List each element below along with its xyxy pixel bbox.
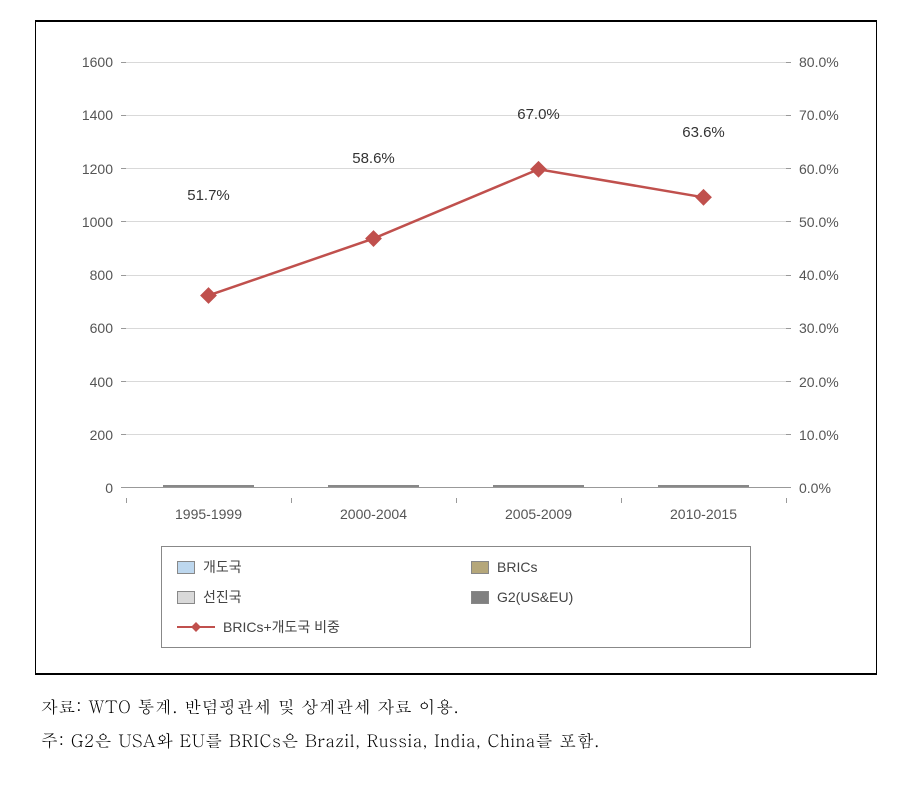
y-axis-left: 02004006008001000120014001600 bbox=[66, 62, 121, 488]
bar-segment bbox=[493, 485, 584, 487]
y-right-label: 60.0% bbox=[799, 161, 839, 177]
y-left-label: 800 bbox=[90, 267, 113, 283]
legend-swatch bbox=[177, 561, 195, 574]
y-axis-right: 0.0%10.0%20.0%30.0%40.0%50.0%60.0%70.0%8… bbox=[791, 62, 846, 488]
y-right-label: 80.0% bbox=[799, 54, 839, 70]
line-data-label: 67.0% bbox=[517, 106, 560, 123]
x-axis-label: 1995-1999 bbox=[175, 506, 242, 522]
y-left-label: 1600 bbox=[82, 54, 113, 70]
bar-segment bbox=[658, 485, 749, 487]
y-right-label: 30.0% bbox=[799, 320, 839, 336]
y-left-label: 200 bbox=[90, 427, 113, 443]
y-right-label: 0.0% bbox=[799, 480, 831, 496]
legend-item: 개도국 bbox=[177, 557, 441, 577]
y-left-label: 0 bbox=[105, 480, 113, 496]
legend-swatch bbox=[471, 591, 489, 604]
x-axis-label: 2005-2009 bbox=[505, 506, 572, 522]
y-left-label: 1400 bbox=[82, 107, 113, 123]
line-data-label: 63.6% bbox=[682, 124, 725, 141]
legend: 개도국 BRICs 선진국 G2(US&EU) BRICs+개도국 비중 bbox=[161, 546, 751, 648]
legend-item: BRICs bbox=[471, 557, 735, 577]
legend-label: 개도국 bbox=[203, 557, 242, 577]
y-right-label: 20.0% bbox=[799, 374, 839, 390]
line-data-label: 51.7% bbox=[187, 187, 230, 204]
y-left-label: 400 bbox=[90, 374, 113, 390]
chart-area: 0 200 400 600 800 1000 1200 1400 1600 0.0% 10.0% 2… bbox=[66, 52, 846, 658]
x-axis-label: 2010-2015 bbox=[670, 506, 737, 522]
y-right-label: 70.0% bbox=[799, 107, 839, 123]
y-right-label: 10.0% bbox=[799, 427, 839, 443]
footnote-source: 자료: WTO 통계. 반덤핑관세 및 상계관세 자료 이용. bbox=[41, 689, 871, 723]
x-axis-label: 2000-2004 bbox=[340, 506, 407, 522]
legend-line-icon bbox=[177, 626, 215, 628]
x-axis: 1995-1999 2000-2004 2005-2009 2010-2015 bbox=[126, 498, 786, 528]
plot-region: 51.7% 58.6% 67.0% 63.6% bbox=[126, 62, 786, 488]
y-right-label: 40.0% bbox=[799, 267, 839, 283]
y-left-label: 1200 bbox=[82, 161, 113, 177]
legend-swatch bbox=[471, 561, 489, 574]
legend-label: 선진국 bbox=[203, 587, 242, 607]
legend-label: BRICs+개도국 비중 bbox=[223, 617, 340, 637]
footnote-note: 주: G2은 USA와 EU를 BRICs은 Brazil, Russia, I… bbox=[41, 723, 871, 757]
legend-item: G2(US&EU) bbox=[471, 587, 735, 607]
footnotes: 자료: WTO 통계. 반덤핑관세 및 상계관세 자료 이용. 주: G2은 U… bbox=[35, 689, 877, 757]
legend-label: BRICs bbox=[497, 559, 537, 575]
y-left-label: 600 bbox=[90, 320, 113, 336]
chart-frame: 0 200 400 600 800 1000 1200 1400 1600 0.0% 10.0% 2… bbox=[35, 20, 877, 675]
bar-segment bbox=[328, 485, 419, 487]
y-right-label: 50.0% bbox=[799, 214, 839, 230]
line-data-label: 58.6% bbox=[352, 150, 395, 167]
legend-item: 선진국 bbox=[177, 587, 441, 607]
bar-segment bbox=[163, 485, 254, 487]
legend-label: G2(US&EU) bbox=[497, 589, 573, 605]
legend-swatch bbox=[177, 591, 195, 604]
legend-item: BRICs+개도국 비중 bbox=[177, 617, 441, 637]
y-left-label: 1000 bbox=[82, 214, 113, 230]
